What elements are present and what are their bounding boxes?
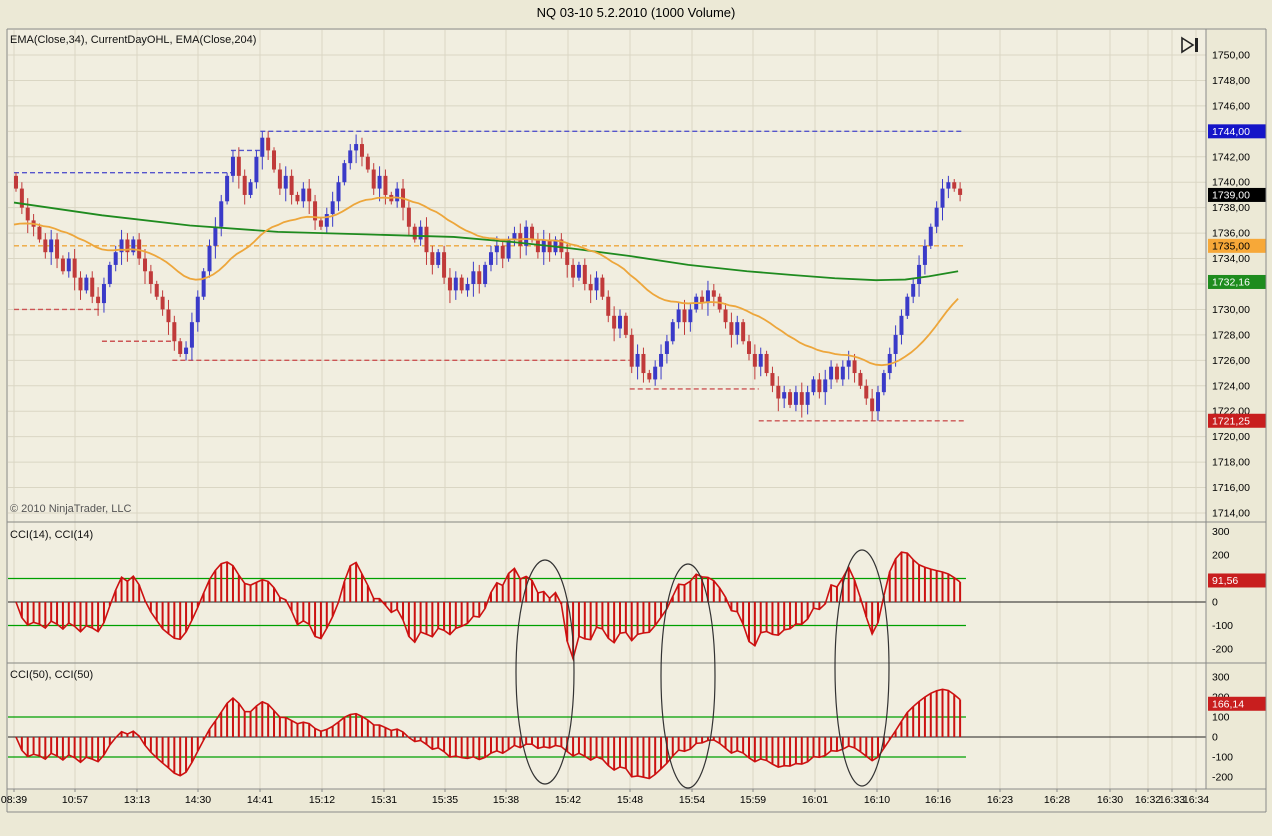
- svg-text:15:38: 15:38: [493, 794, 519, 806]
- svg-text:10:57: 10:57: [62, 794, 88, 806]
- window-title: NQ 03-10 5.2.2010 (1000 Volume): [536, 5, 736, 20]
- svg-text:1724,00: 1724,00: [1212, 380, 1250, 392]
- svg-text:15:59: 15:59: [740, 794, 766, 806]
- svg-text:1746,00: 1746,00: [1212, 100, 1250, 112]
- svg-text:15:54: 15:54: [679, 794, 705, 806]
- copyright-text: © 2010 NinjaTrader, LLC: [10, 503, 132, 515]
- svg-text:08:39: 08:39: [1, 794, 27, 806]
- svg-text:1726,00: 1726,00: [1212, 355, 1250, 367]
- svg-text:15:35: 15:35: [432, 794, 458, 806]
- svg-text:1734,00: 1734,00: [1212, 253, 1250, 265]
- svg-text:15:48: 15:48: [617, 794, 643, 806]
- main-panel-indicator-label: EMA(Close,34), CurrentDayOHL, EMA(Close,…: [10, 34, 257, 46]
- time-axis-labels: 08:39 10:57 13:13 14:30 14:41 15:12 15:31 15:35…: [1, 789, 1209, 806]
- svg-text:1739,00: 1739,00: [1212, 189, 1250, 201]
- price-value-labels: 1744,00 1739,00 1735,00 1732,16 1721,25: [1208, 124, 1266, 428]
- svg-text:0: 0: [1212, 732, 1218, 744]
- svg-text:-100: -100: [1212, 620, 1233, 632]
- svg-text:100: 100: [1212, 712, 1230, 724]
- ellipse-annotations[interactable]: [515, 549, 890, 789]
- svg-text:-200: -200: [1212, 772, 1233, 784]
- svg-text:16:16: 16:16: [925, 794, 951, 806]
- svg-text:1744,00: 1744,00: [1212, 126, 1250, 138]
- svg-text:1738,00: 1738,00: [1212, 202, 1250, 214]
- svg-text:1742,00: 1742,00: [1212, 151, 1250, 163]
- svg-text:15:42: 15:42: [555, 794, 581, 806]
- svg-text:300: 300: [1212, 672, 1230, 684]
- svg-text:14:30: 14:30: [185, 794, 211, 806]
- svg-text:1721,25: 1721,25: [1212, 415, 1250, 427]
- svg-text:1730,00: 1730,00: [1212, 304, 1250, 316]
- svg-text:16:33: 16:33: [1159, 794, 1185, 806]
- svg-text:13:13: 13:13: [124, 794, 150, 806]
- svg-text:91,56: 91,56: [1212, 575, 1238, 587]
- svg-text:1750,00: 1750,00: [1212, 50, 1250, 62]
- svg-text:1740,00: 1740,00: [1212, 177, 1250, 189]
- cci50-layer: [8, 688, 1206, 780]
- svg-text:16:30: 16:30: [1097, 794, 1123, 806]
- svg-text:16:32: 16:32: [1135, 794, 1161, 806]
- cci50-panel-indicator-label: CCI(50), CCI(50): [10, 669, 94, 681]
- ema-34-line: [13, 196, 959, 367]
- svg-text:15:12: 15:12: [309, 794, 335, 806]
- svg-text:-100: -100: [1212, 752, 1233, 764]
- svg-text:1718,00: 1718,00: [1212, 457, 1250, 469]
- current-day-ohl-lines: [14, 130, 964, 422]
- svg-text:1736,00: 1736,00: [1212, 228, 1250, 240]
- cci14-panel-indicator-label: CCI(14), CCI(14): [10, 529, 94, 541]
- svg-text:16:01: 16:01: [802, 794, 828, 806]
- svg-text:1714,00: 1714,00: [1212, 508, 1250, 520]
- panel-borders: [6, 28, 1267, 813]
- svg-text:200: 200: [1212, 550, 1230, 562]
- svg-text:300: 300: [1212, 526, 1230, 538]
- cci14-layer: [8, 551, 1206, 662]
- ema-204-line: [13, 201, 959, 282]
- svg-text:1720,00: 1720,00: [1212, 431, 1250, 443]
- svg-text:1735,00: 1735,00: [1212, 240, 1250, 252]
- svg-text:166,14: 166,14: [1212, 698, 1244, 710]
- svg-text:-200: -200: [1212, 644, 1233, 656]
- svg-text:1716,00: 1716,00: [1212, 482, 1250, 494]
- svg-text:1728,00: 1728,00: [1212, 329, 1250, 341]
- svg-text:1732,16: 1732,16: [1212, 276, 1250, 288]
- svg-text:16:28: 16:28: [1044, 794, 1070, 806]
- svg-text:14:41: 14:41: [247, 794, 273, 806]
- svg-text:0: 0: [1212, 597, 1218, 609]
- svg-text:16:23: 16:23: [987, 794, 1013, 806]
- svg-text:1748,00: 1748,00: [1212, 75, 1250, 87]
- svg-text:16:10: 16:10: [864, 794, 890, 806]
- go-to-last-bar-icon[interactable]: [1180, 36, 1202, 54]
- svg-text:15:31: 15:31: [371, 794, 397, 806]
- svg-text:16:34: 16:34: [1183, 794, 1209, 806]
- panel-backgrounds: [7, 29, 1266, 812]
- horizontal-gridlines: [8, 54, 1206, 514]
